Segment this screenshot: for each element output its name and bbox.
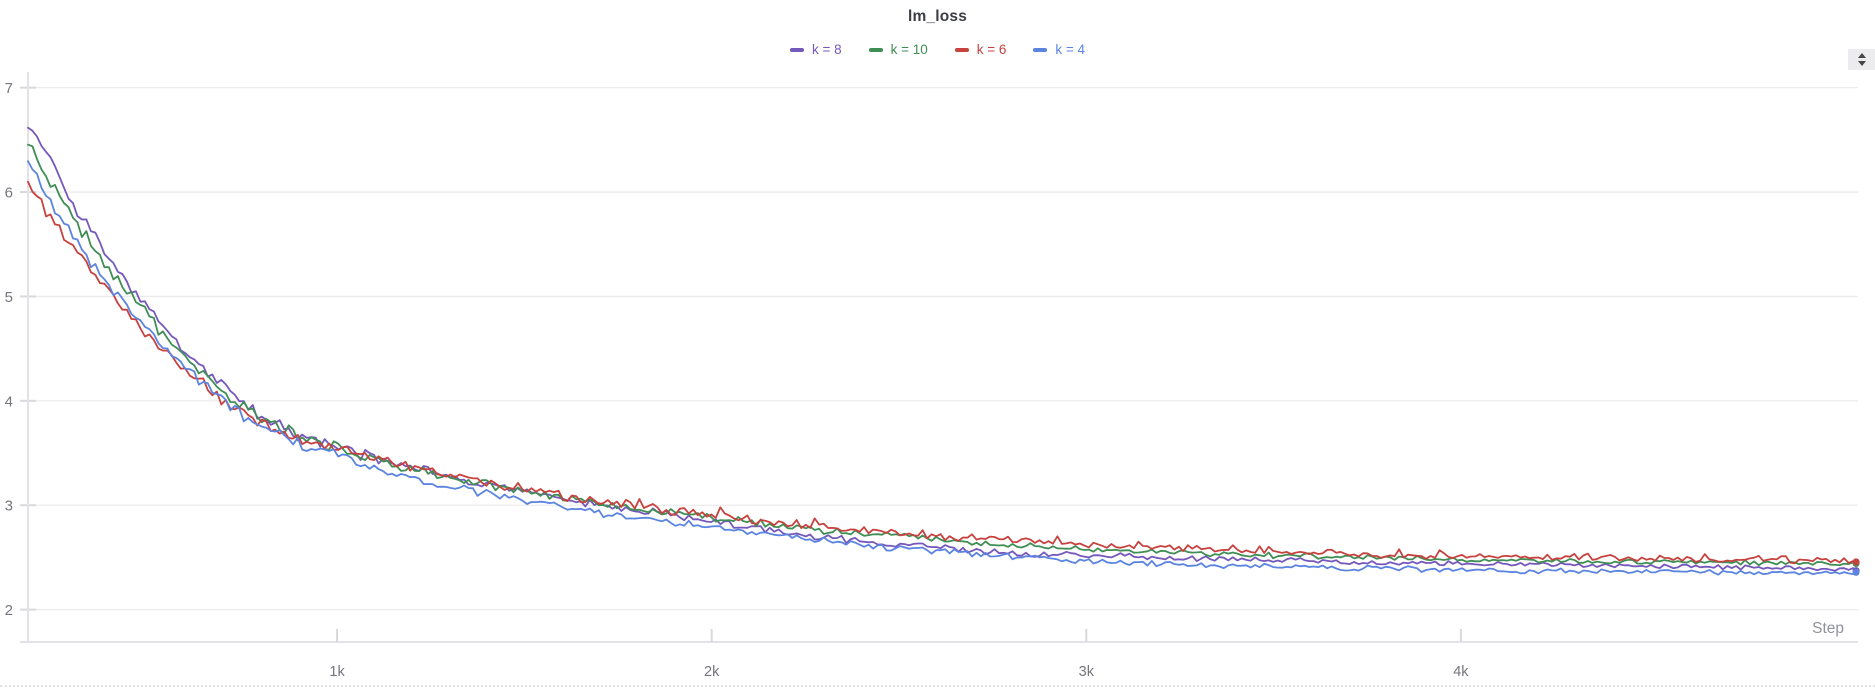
y-tick-label-7: 7 — [5, 80, 13, 97]
legend-item-k8[interactable]: k = 8 — [789, 42, 842, 58]
x-tick-label-2k: 2k — [704, 664, 720, 680]
series-line-k8 — [27, 126, 1857, 572]
legend-label-k8: k = 8 — [811, 42, 842, 58]
x-tick-label-4k: 4k — [1453, 664, 1469, 680]
stepper-up-icon — [1857, 53, 1866, 58]
y-tick-label-4: 4 — [5, 393, 13, 410]
legend-swatch-k10 — [868, 48, 883, 52]
chart-title: lm_loss — [907, 8, 968, 25]
legend-swatch-k4 — [1033, 48, 1048, 52]
panel-resize-edge[interactable] — [0, 685, 1875, 687]
stepper-down-icon — [1857, 61, 1866, 66]
legend-swatch-k6 — [954, 48, 969, 52]
y-tick-label-6: 6 — [5, 185, 13, 202]
series-endpoint-k6 — [1852, 558, 1860, 566]
legend-label-k10: k = 10 — [890, 42, 928, 58]
chart-legend: k = 8 k = 10 k = 6 k = 4 — [0, 41, 1875, 59]
legend-item-k10[interactable]: k = 10 — [868, 42, 928, 58]
legend-label-k6: k = 6 — [976, 42, 1007, 58]
legend-item-k4[interactable]: k = 4 — [1033, 43, 1085, 57]
y-tick-label-2: 2 — [5, 602, 13, 619]
series-endpoint-k4 — [1852, 568, 1860, 576]
legend-swatch-k8 — [789, 48, 804, 52]
series-line-k6 — [27, 180, 1857, 565]
y-tick-label-5: 5 — [5, 289, 13, 306]
series-line-k4 — [27, 160, 1857, 576]
y-tick-label-3: 3 — [5, 498, 13, 515]
x-axis-title: Step — [1812, 620, 1844, 637]
series-line-k10 — [27, 143, 1857, 567]
x-tick-label-3k: 3k — [1079, 664, 1095, 680]
legend-label-k4: k = 4 — [1055, 42, 1086, 58]
legend-item-k6[interactable]: k = 6 — [954, 42, 1007, 58]
x-tick-label-1k: 1k — [329, 664, 345, 680]
panel-stepper-control[interactable] — [1848, 49, 1875, 70]
